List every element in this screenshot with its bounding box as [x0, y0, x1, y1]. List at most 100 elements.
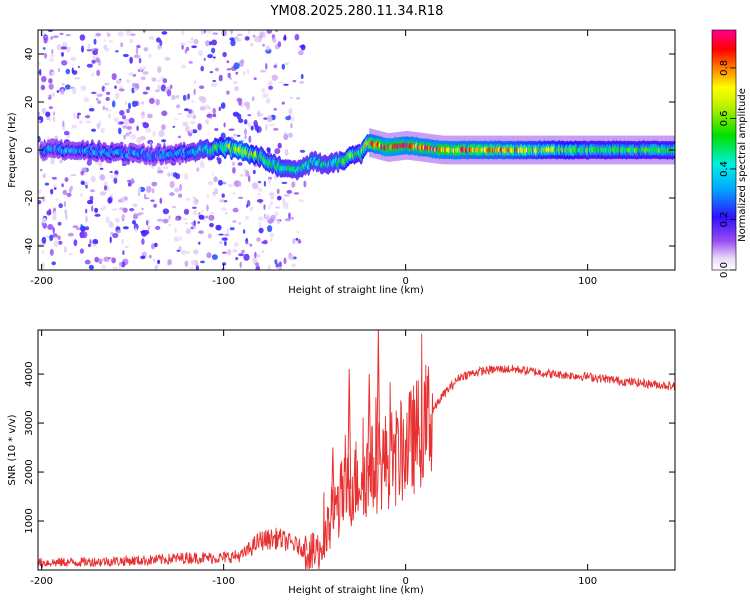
noise-speck: [177, 112, 183, 115]
colorbar-tick-label: 0.6: [719, 110, 730, 126]
noise-speck: [141, 101, 144, 105]
noise-speck: [298, 50, 304, 56]
noise-speck: [213, 56, 216, 59]
noise-speck: [195, 265, 199, 270]
noise-speck: [125, 132, 130, 137]
noise-speck: [57, 240, 63, 245]
noise-speck: [161, 139, 167, 143]
noise-speck: [257, 188, 263, 192]
noise-speck: [48, 78, 53, 84]
noise-speck: [211, 47, 216, 54]
noise-speck: [273, 64, 278, 69]
colorbar-label: Normalized spectral amplitude: [737, 88, 748, 242]
noise-speck: [122, 226, 129, 230]
noise-speck: [80, 85, 87, 92]
noise-speck: [263, 239, 268, 245]
noise-speck: [142, 91, 148, 95]
noise-speck: [215, 224, 222, 231]
noise-speck: [182, 218, 188, 221]
noise-speck: [56, 44, 63, 51]
noise-speck: [38, 243, 44, 248]
noise-speck: [53, 210, 57, 218]
noise-speck: [94, 213, 101, 217]
noise-speck: [238, 222, 242, 225]
noise-speck: [109, 193, 114, 196]
x-tick-label: -200: [30, 576, 53, 587]
noise-speck: [84, 115, 91, 118]
noise-speck: [101, 264, 107, 269]
noise-speck: [258, 221, 261, 228]
noise-speck: [111, 208, 118, 211]
noise-speck: [147, 225, 150, 231]
noise-speck: [122, 115, 126, 120]
colorbar-ticks: 0.0 0.2 0.4 0.6 0.8: [719, 60, 736, 278]
noise-speck: [272, 37, 277, 43]
noise-speck: [110, 174, 113, 179]
noise-speck: [259, 31, 266, 36]
noise-speck: [91, 72, 95, 77]
noise-speck: [59, 159, 63, 164]
noise-speck: [114, 217, 120, 224]
noise-speck: [153, 203, 157, 208]
noise-speck: [192, 114, 196, 120]
noise-speck: [129, 56, 133, 64]
noise-speck: [192, 209, 198, 216]
noise-speck: [229, 227, 235, 231]
noise-speck: [45, 111, 51, 118]
noise-speck: [53, 187, 57, 190]
noise-speck: [139, 136, 146, 141]
noise-speck: [48, 83, 54, 90]
noise-speck: [42, 249, 45, 255]
noise-speck: [41, 236, 47, 244]
noise-speck: [217, 157, 222, 165]
noise-speck: [117, 199, 123, 203]
noise-speck: [80, 180, 85, 185]
noise-speck: [51, 176, 58, 180]
noise-speck: [155, 98, 160, 106]
noise-speck: [106, 185, 110, 192]
noise-speck: [38, 111, 41, 117]
x-tick-label: -200: [30, 276, 53, 287]
noise-speck: [122, 250, 125, 256]
noise-speck: [190, 37, 194, 41]
noise-speck: [247, 30, 250, 35]
noise-speck: [113, 117, 119, 123]
noise-speck: [247, 122, 251, 128]
noise-speck: [65, 84, 71, 90]
noise-speck: [47, 94, 50, 98]
noise-speck: [129, 208, 135, 212]
noise-speck: [126, 125, 133, 130]
noise-speck: [73, 239, 78, 247]
noise-speck: [270, 201, 274, 206]
noise-speck: [295, 237, 299, 241]
noise-speck: [124, 245, 129, 249]
noise-speck: [109, 236, 112, 244]
noise-speck: [200, 210, 205, 212]
noise-speck: [49, 116, 52, 122]
noise-speck: [149, 97, 155, 104]
noise-speck: [206, 204, 209, 212]
noise-speck: [219, 199, 225, 203]
noise-speck: [218, 179, 223, 186]
noise-speck: [236, 134, 241, 137]
noise-speck: [102, 105, 106, 110]
noise-speck: [103, 39, 106, 42]
noise-speck: [150, 199, 155, 202]
noise-speck: [299, 45, 306, 48]
colorbar-tick-label: 0.4: [719, 161, 730, 177]
noise-speck: [51, 92, 56, 97]
noise-speck: [250, 125, 254, 131]
noise-speck: [77, 65, 80, 69]
noise-speck: [187, 93, 190, 100]
noise-speck: [257, 110, 261, 118]
noise-speck: [89, 239, 92, 246]
noise-speck: [291, 216, 294, 220]
noise-speck: [258, 227, 264, 234]
noise-speck: [261, 88, 266, 93]
noise-speck: [166, 89, 172, 97]
noise-speck: [194, 80, 197, 84]
noise-speck: [79, 120, 83, 125]
noise-speck: [273, 108, 277, 111]
noise-speck: [172, 205, 177, 209]
